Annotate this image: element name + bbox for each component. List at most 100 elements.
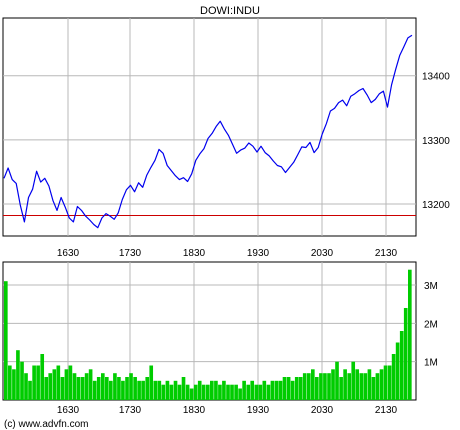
volume-bar xyxy=(242,380,246,400)
volume-bar xyxy=(383,365,388,400)
volume-bar xyxy=(327,373,331,400)
volume-bar xyxy=(101,373,105,400)
volume-bar xyxy=(24,373,28,400)
volume-bar xyxy=(278,380,283,400)
price-x-ticks: 1630 1730 1830 1930 2030 2130 xyxy=(57,248,398,259)
volume-bar xyxy=(149,365,154,400)
price-panel: 13200 13300 13400 1630 1730 1830 1930 2030 2130 xyxy=(2,17,450,259)
volume-x-tick-label: 2130 xyxy=(375,405,398,416)
volume-bar xyxy=(379,369,384,400)
price-grid xyxy=(3,18,416,236)
volume-bar xyxy=(133,377,137,400)
volume-bar xyxy=(274,380,279,400)
volume-bar xyxy=(125,377,129,400)
price-plot-area xyxy=(2,17,417,237)
price-x-tick-label: 1930 xyxy=(247,248,270,259)
volume-bar xyxy=(60,377,65,400)
volume-bar xyxy=(214,380,218,400)
volume-bar xyxy=(189,388,194,400)
volume-bar xyxy=(121,380,125,400)
price-x-tick-label: 1630 xyxy=(57,248,80,259)
volume-bar xyxy=(64,369,69,400)
volume-bar xyxy=(218,384,222,400)
volume-bar xyxy=(40,354,45,400)
price-y-ticks: 13200 13300 13400 xyxy=(422,72,450,211)
volume-bar xyxy=(185,384,190,400)
price-x-tick-label: 2030 xyxy=(311,248,334,259)
volume-bar xyxy=(298,377,303,400)
volume-bar xyxy=(363,373,368,400)
volume-bar xyxy=(391,354,396,400)
volume-bar xyxy=(173,380,178,400)
volume-bar xyxy=(36,365,40,400)
volume-bar xyxy=(113,373,117,400)
price-x-tick-label: 2130 xyxy=(375,248,398,259)
volume-bar xyxy=(375,373,380,400)
volume-y-tick-label: 3M xyxy=(424,281,438,292)
volume-bar xyxy=(282,377,287,400)
volume-bar xyxy=(270,380,275,400)
volume-x-ticks: 1630 1730 1830 1930 2030 2130 xyxy=(57,405,398,416)
volume-bar xyxy=(201,384,206,400)
volume-bar xyxy=(129,373,133,400)
volume-bar xyxy=(359,373,364,400)
volume-bar xyxy=(238,388,242,400)
volume-bar xyxy=(141,380,145,400)
volume-bar xyxy=(315,377,319,400)
volume-bar xyxy=(169,384,174,400)
volume-bar xyxy=(105,377,109,400)
volume-bar xyxy=(193,384,198,400)
volume-bar xyxy=(395,342,400,400)
price-x-tick-label: 1830 xyxy=(183,248,206,259)
volume-bar xyxy=(355,369,360,400)
volume-bar xyxy=(32,365,36,400)
volume-bar xyxy=(52,369,57,400)
volume-bar xyxy=(222,380,226,400)
volume-bar xyxy=(290,380,295,400)
volume-bar xyxy=(48,373,53,400)
chart-title: DOWI:INDU xyxy=(200,5,260,17)
volume-bar xyxy=(367,369,372,400)
volume-bar xyxy=(339,377,343,400)
volume-bar xyxy=(145,377,150,400)
volume-bar xyxy=(117,377,121,400)
price-line xyxy=(3,34,413,229)
volume-bar xyxy=(197,380,202,400)
volume-bar xyxy=(399,331,404,400)
price-y-tick-label: 13300 xyxy=(422,136,450,147)
volume-bar xyxy=(109,380,113,400)
volume-bar xyxy=(351,361,356,400)
volume-bar xyxy=(226,384,230,400)
volume-bar xyxy=(343,369,347,400)
volume-bar xyxy=(246,384,251,400)
volume-y-tick-label: 2M xyxy=(424,319,438,330)
volume-bar xyxy=(157,380,162,400)
volume-bar xyxy=(8,365,12,400)
volume-bar xyxy=(20,361,24,400)
volume-bar xyxy=(28,380,32,400)
price-x-tick-label: 1730 xyxy=(119,248,142,259)
volume-bar xyxy=(137,380,141,400)
volume-bar xyxy=(181,377,186,400)
volume-bar xyxy=(88,369,93,400)
volume-bar xyxy=(262,380,267,400)
volume-bar xyxy=(76,377,81,400)
volume-x-tick-label: 1830 xyxy=(183,405,206,416)
volume-bar xyxy=(72,373,77,400)
volume-bar xyxy=(165,380,170,400)
volume-bar xyxy=(16,350,20,400)
volume-panel: 1M 2M 3M 1630 1730 1830 1930 2030 2130 xyxy=(2,261,438,416)
volume-bar xyxy=(92,380,97,400)
volume-bar xyxy=(153,380,158,400)
footer-credit: (c) www.advfn.com xyxy=(4,419,88,430)
volume-x-tick-label: 1730 xyxy=(119,405,142,416)
price-y-tick-label: 13200 xyxy=(422,200,450,211)
volume-bar xyxy=(12,369,16,400)
volume-bar xyxy=(68,365,73,400)
volume-bar xyxy=(302,373,307,400)
volume-bar xyxy=(84,373,89,400)
volume-bar xyxy=(210,380,214,400)
volume-bar xyxy=(335,361,339,400)
volume-bar xyxy=(311,369,315,400)
volume-bar xyxy=(323,373,327,400)
